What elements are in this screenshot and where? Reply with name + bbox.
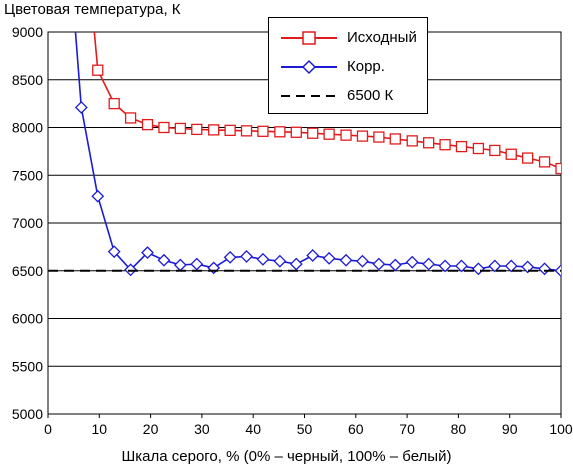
x-tick-label-8: 80: [451, 421, 467, 437]
y-tick-label-5: 7500: [12, 167, 43, 183]
point-original-2: [108, 97, 120, 110]
point-original-7: [191, 123, 203, 136]
point-original-21: [422, 137, 435, 149]
point-corrected-10: [223, 250, 237, 264]
point-original-17: [356, 130, 369, 142]
chart-title: Цветовая температура, К: [4, 1, 181, 18]
point-corrected-8: [190, 257, 204, 271]
legend-symbol-target: [281, 95, 337, 97]
point-corrected-18: [356, 254, 369, 268]
legend-label-corrected: Корр.: [347, 58, 385, 75]
point-original-25: [489, 144, 501, 157]
point-original-16: [340, 129, 352, 141]
point-corrected-16: [322, 251, 336, 265]
point-original-4: [141, 118, 154, 131]
point-original-22: [439, 139, 451, 151]
y-tick-label-1: 5500: [12, 358, 43, 374]
x-tick-label-9: 90: [502, 421, 518, 437]
point-corrected-24: [455, 259, 468, 273]
point-corrected-1: [74, 101, 88, 114]
x-tick-label-6: 60: [348, 421, 364, 437]
point-corrected-28: [521, 260, 535, 274]
y-tick-label-6: 8000: [12, 120, 43, 136]
legend-label-original: Исходный: [347, 29, 417, 46]
series-corrected: [74, 32, 561, 278]
point-corrected-6: [157, 253, 171, 267]
legend-symbol-corrected: [281, 59, 337, 75]
point-corrected-13: [273, 254, 287, 268]
point-corrected-21: [405, 255, 419, 269]
x-tick-label-3: 30: [194, 421, 210, 437]
x-tick-label-10: 100: [549, 421, 573, 437]
point-original-5: [158, 121, 170, 134]
point-original-15: [323, 128, 335, 140]
point-corrected-14: [289, 257, 303, 271]
x-tick-label-7: 70: [399, 421, 415, 437]
point-corrected-29: [538, 262, 552, 276]
point-corrected-17: [339, 253, 353, 267]
point-corrected-3: [107, 245, 121, 259]
point-original-12: [274, 126, 286, 138]
point-corrected-22: [422, 257, 436, 271]
point-original-11: [257, 125, 269, 137]
legend-item-target: 6500 К: [269, 86, 429, 106]
point-original-24: [472, 142, 485, 155]
point-corrected-11: [240, 250, 253, 263]
point-original-28: [538, 156, 551, 168]
point-original-26: [505, 148, 517, 160]
point-corrected-26: [488, 259, 502, 273]
point-corrected-25: [471, 262, 485, 276]
y-tick-label-8: 9000: [12, 24, 43, 40]
y-tick-label-3: 6500: [12, 263, 43, 279]
point-original-3: [124, 112, 137, 124]
point-original-19: [389, 133, 401, 145]
point-corrected-2: [91, 189, 105, 203]
x-tick-label-5: 50: [297, 421, 313, 437]
point-original-14: [307, 127, 319, 139]
legend-item-corrected: Корр.: [269, 57, 429, 77]
x-tick-label-0: 0: [44, 421, 52, 437]
point-original-9: [224, 124, 236, 137]
point-corrected-15: [306, 249, 320, 262]
x-axis-label: Шкала серого, % (0% – черный, 100% – бел…: [121, 448, 452, 465]
point-corrected-5: [141, 246, 154, 260]
point-corrected-19: [372, 257, 386, 271]
y-tick-label-0: 5000: [12, 406, 43, 422]
y-tick-label-2: 6000: [12, 311, 43, 327]
point-original-27: [522, 152, 534, 164]
point-corrected-4: [124, 263, 138, 277]
legend-symbol-original: [281, 31, 337, 45]
point-original-18: [373, 131, 385, 143]
point-corrected-27: [504, 259, 518, 273]
series-original: [92, 32, 561, 175]
x-tick-label-4: 40: [245, 421, 261, 437]
y-tick-label-7: 8500: [12, 72, 43, 88]
point-original-1: [92, 64, 104, 76]
point-original-10: [240, 125, 253, 137]
point-original-13: [290, 126, 302, 138]
x-tick-label-2: 20: [143, 421, 159, 437]
point-corrected-12: [256, 252, 270, 266]
point-original-6: [174, 122, 187, 135]
legend-label-target: 6500 К: [347, 87, 394, 104]
point-original-8: [208, 124, 220, 136]
point-original-23: [455, 140, 468, 153]
x-tick-label-1: 10: [92, 421, 108, 437]
point-corrected-7: [173, 258, 187, 272]
point-corrected-23: [438, 259, 452, 273]
point-corrected-30: [554, 264, 561, 278]
legend-item-original: Исходный: [269, 28, 429, 48]
point-original-20: [406, 135, 418, 147]
point-original-29: [555, 162, 561, 175]
y-tick-label-4: 7000: [12, 215, 43, 231]
legend: Исходный Корр. 6500 К: [268, 17, 428, 114]
point-corrected-20: [388, 258, 402, 272]
